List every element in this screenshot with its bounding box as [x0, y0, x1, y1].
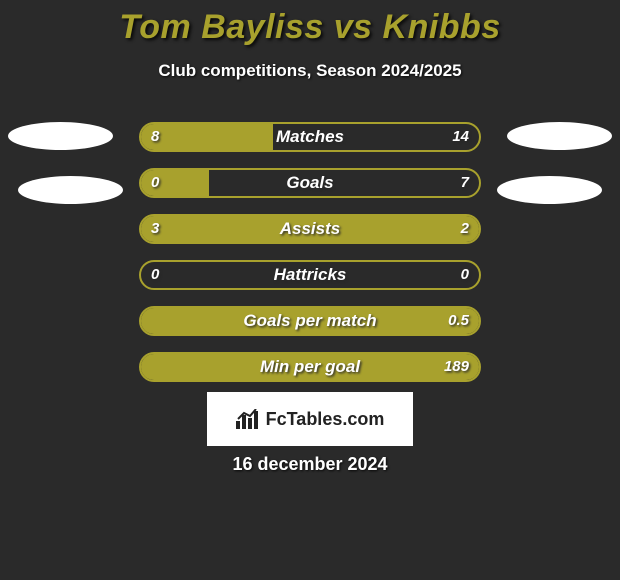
page-title: Tom Bayliss vs Knibbs — [0, 0, 620, 47]
page-subtitle: Club competitions, Season 2024/2025 — [0, 61, 620, 81]
stat-value-right: 2 — [461, 216, 469, 242]
stat-value-right: 189 — [444, 354, 469, 380]
player-left-avatar-placeholder-1 — [8, 122, 113, 150]
brand-text: FcTables.com — [266, 409, 385, 430]
date-label: 16 december 2024 — [0, 454, 620, 475]
stat-value-right: 0 — [461, 262, 469, 288]
player-left-avatar-placeholder-2 — [18, 176, 123, 204]
player-right-avatar-placeholder-2 — [497, 176, 602, 204]
stat-row: Min per goal189 — [139, 352, 481, 382]
stat-value-right: 7 — [461, 170, 469, 196]
brand-badge: FcTables.com — [207, 392, 413, 446]
stats-list: 8Matches140Goals73Assists20Hattricks0Goa… — [139, 122, 481, 398]
stat-row: 0Goals7 — [139, 168, 481, 198]
stat-row: 8Matches14 — [139, 122, 481, 152]
player-right-avatar-placeholder-1 — [507, 122, 612, 150]
comparison-card: Tom Bayliss vs Knibbs Club competitions,… — [0, 0, 620, 580]
stat-value-right: 0.5 — [448, 308, 469, 334]
stat-label: Goals per match — [141, 308, 479, 334]
stat-label: Min per goal — [141, 354, 479, 380]
stat-label: Goals — [141, 170, 479, 196]
stat-row: 3Assists2 — [139, 214, 481, 244]
stat-label: Assists — [141, 216, 479, 242]
stat-value-right: 14 — [452, 124, 469, 150]
stat-row: 0Hattricks0 — [139, 260, 481, 290]
brand-chart-icon — [236, 409, 260, 429]
stat-label: Matches — [141, 124, 479, 150]
stat-row: Goals per match0.5 — [139, 306, 481, 336]
stat-label: Hattricks — [141, 262, 479, 288]
